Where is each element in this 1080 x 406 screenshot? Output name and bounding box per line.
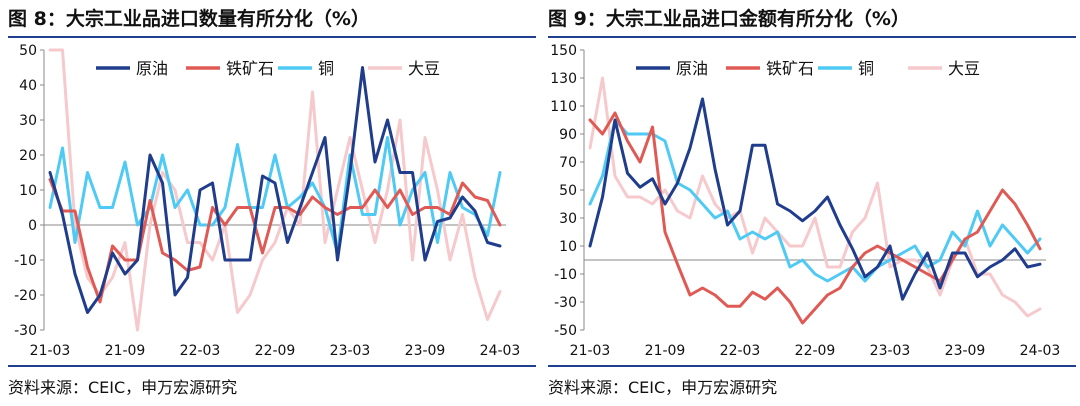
series-line-铜	[588, 118, 1042, 283]
x-tick-label: 21-09	[645, 343, 686, 359]
x-tick-label: 22-09	[795, 343, 836, 359]
y-tick-label: 30	[19, 113, 37, 129]
legend-label: 铜	[858, 59, 874, 78]
x-tick-label: 23-09	[405, 343, 446, 359]
y-tick-label: -30	[554, 295, 577, 311]
y-tick-label: 70	[559, 155, 577, 171]
source-note: 资料来源：CEIC，申万宏源研究	[8, 378, 238, 397]
title-divider	[548, 36, 1076, 38]
y-tick-label: 110	[550, 99, 577, 115]
y-tick-label: -30	[14, 323, 37, 339]
series-line-原油	[588, 97, 1042, 301]
chart-panel-left: 图 8：大宗工业品进口数量有所分化（%） -30 -20 -10 0 10 20 30 40 5…	[8, 0, 536, 406]
source-divider	[8, 365, 536, 367]
legend-label: 铁矿石	[766, 59, 814, 78]
y-tick-label: 90	[559, 127, 577, 143]
y-tick-label: 0	[28, 218, 37, 234]
series-line-铜	[48, 136, 502, 255]
source-note: 资料来源：CEIC，申万宏源研究	[548, 378, 778, 397]
quantity-line-chart: -30 -20 -10 0 10 20 30 40 50 21-03 21-09 22-03 22-09…	[14, 43, 521, 359]
y-tick-label: -10	[14, 253, 37, 269]
x-tick-label: 23-03	[330, 343, 371, 359]
y-tick-label: -20	[14, 288, 37, 304]
chart-title: 图 9：大宗工业品进口金额有所分化（%）	[548, 8, 910, 30]
y-tick-label: 10	[19, 183, 37, 199]
title-divider	[8, 36, 536, 38]
legend-label: 原油	[136, 59, 168, 78]
legend-label: 原油	[676, 59, 708, 78]
series-line-大豆	[48, 48, 502, 332]
x-tick-label: 22-03	[180, 343, 221, 359]
x-tick-label: 23-09	[945, 343, 986, 359]
chart-title: 图 8：大宗工业品进口数量有所分化（%）	[8, 8, 370, 30]
x-tick-label: 23-03	[870, 343, 911, 359]
legend-label: 铜	[318, 59, 334, 78]
y-tick-label: 150	[550, 43, 577, 59]
x-tick-label: 22-09	[255, 343, 296, 359]
x-tick-label: 24-03	[480, 343, 521, 359]
x-tick-label: 21-03	[570, 343, 611, 359]
legend-label: 大豆	[408, 59, 440, 78]
value-line-chart: -50 -30 -10 10 30 50 70 90 110 130 150 21-03 21-09 22…	[550, 43, 1061, 359]
legend-label: 大豆	[948, 59, 980, 78]
y-tick-label: 50	[19, 43, 37, 59]
y-tick-label: 20	[19, 148, 37, 164]
chart-panel-right: 图 9：大宗工业品进口金额有所分化（%） -50 -30 -10 10 30 50 70 90…	[548, 0, 1076, 406]
y-tick-label: 50	[559, 183, 577, 199]
series-line-铁矿石	[588, 111, 1042, 325]
x-tick-label: 21-09	[105, 343, 146, 359]
source-divider	[548, 365, 1076, 367]
legend-label: 铁矿石	[226, 59, 274, 78]
x-tick-label: 22-03	[720, 343, 761, 359]
y-tick-label: -50	[554, 323, 577, 339]
y-tick-label: -10	[554, 267, 577, 283]
y-tick-label: 40	[19, 78, 37, 94]
y-tick-label: 10	[559, 239, 577, 255]
x-tick-label: 24-03	[1020, 343, 1061, 359]
y-tick-label: 30	[559, 211, 577, 227]
series-line-大豆	[588, 76, 1042, 318]
x-tick-label: 21-03	[30, 343, 71, 359]
y-tick-label: 130	[550, 71, 577, 87]
series-line-原油	[48, 66, 502, 314]
series-line-铁矿石	[48, 178, 502, 304]
